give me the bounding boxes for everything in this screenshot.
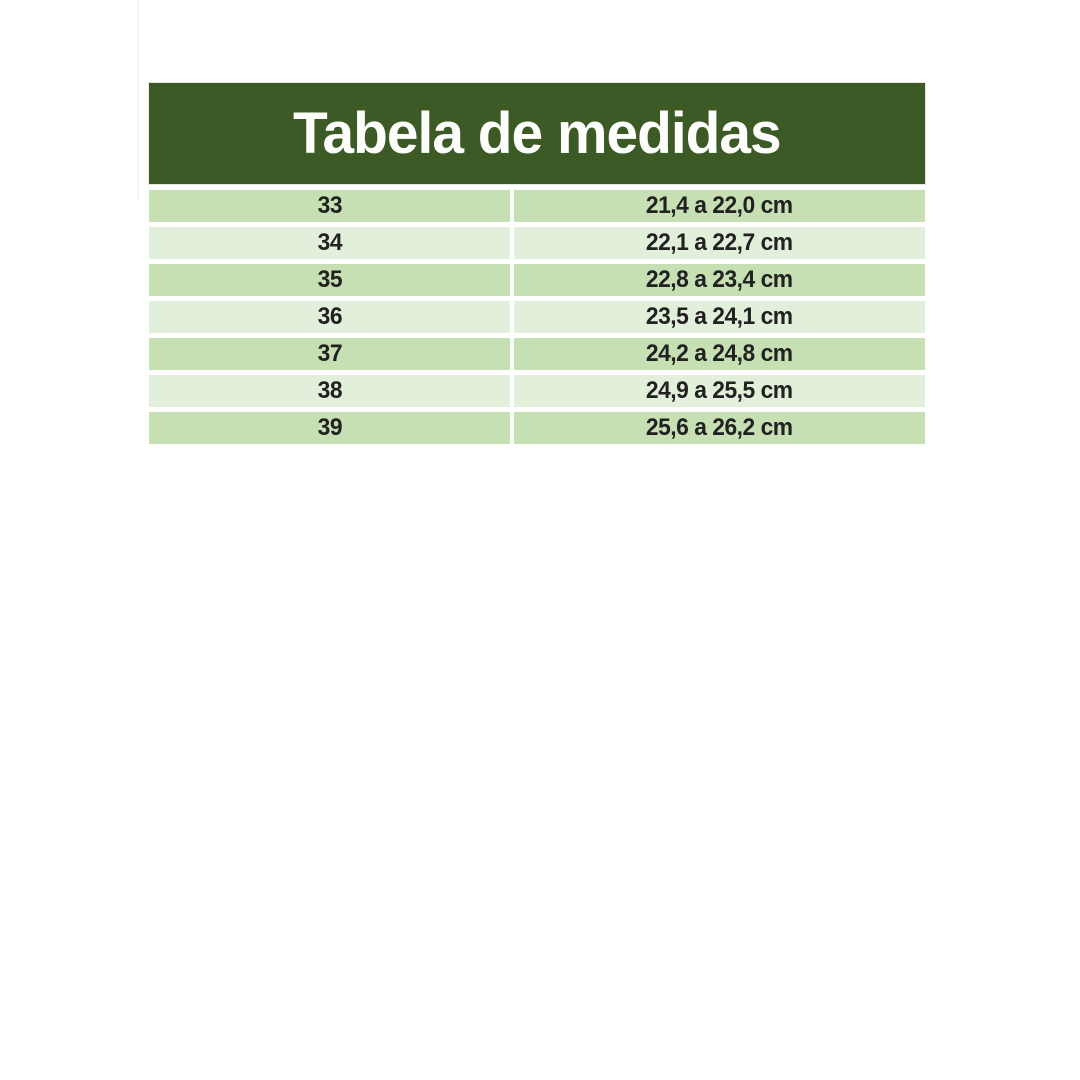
size-value: 39 — [317, 414, 342, 441]
size-value: 38 — [317, 377, 342, 404]
range-cell: 25,6 a 26,2 cm — [514, 412, 925, 444]
size-value: 36 — [317, 303, 342, 330]
table-title: Tabela de medidas — [293, 101, 782, 166]
size-value: 34 — [317, 229, 342, 256]
size-value: 35 — [317, 266, 342, 293]
size-cell: 36 — [149, 301, 510, 333]
table-row: 36 23,5 a 24,1 cm — [149, 301, 925, 333]
size-value: 37 — [317, 340, 342, 367]
table-row: 38 24,9 a 25,5 cm — [149, 375, 925, 407]
range-cell: 22,8 a 23,4 cm — [514, 264, 925, 296]
range-cell: 21,4 a 22,0 cm — [514, 190, 925, 222]
range-value: 22,8 a 23,4 cm — [646, 266, 793, 293]
range-cell: 24,2 a 24,8 cm — [514, 338, 925, 370]
size-cell: 37 — [149, 338, 510, 370]
size-cell: 35 — [149, 264, 510, 296]
range-cell: 22,1 a 22,7 cm — [514, 227, 925, 259]
table-row: 33 21,4 a 22,0 cm — [149, 190, 925, 222]
table-row: 39 25,6 a 26,2 cm — [149, 412, 925, 444]
table-body: 33 21,4 a 22,0 cm 34 22,1 a 22,7 cm 35 2… — [149, 190, 925, 444]
size-cell: 33 — [149, 190, 510, 222]
range-value: 22,1 a 22,7 cm — [646, 229, 793, 256]
size-cell: 34 — [149, 227, 510, 259]
photo-edge-line — [137, 0, 139, 200]
table-row: 35 22,8 a 23,4 cm — [149, 264, 925, 296]
size-cell: 39 — [149, 412, 510, 444]
range-value: 24,2 a 24,8 cm — [646, 340, 793, 367]
table-row: 34 22,1 a 22,7 cm — [149, 227, 925, 259]
size-value: 33 — [317, 192, 342, 219]
size-cell: 38 — [149, 375, 510, 407]
table-row: 37 24,2 a 24,8 cm — [149, 338, 925, 370]
range-value: 21,4 a 22,0 cm — [646, 192, 793, 219]
range-cell: 24,9 a 25,5 cm — [514, 375, 925, 407]
range-cell: 23,5 a 24,1 cm — [514, 301, 925, 333]
table-header: Tabela de medidas — [149, 83, 925, 184]
size-table: Tabela de medidas 33 21,4 a 22,0 cm 34 2… — [149, 83, 925, 444]
range-value: 23,5 a 24,1 cm — [646, 303, 793, 330]
range-value: 25,6 a 26,2 cm — [646, 414, 793, 441]
range-value: 24,9 a 25,5 cm — [646, 377, 793, 404]
